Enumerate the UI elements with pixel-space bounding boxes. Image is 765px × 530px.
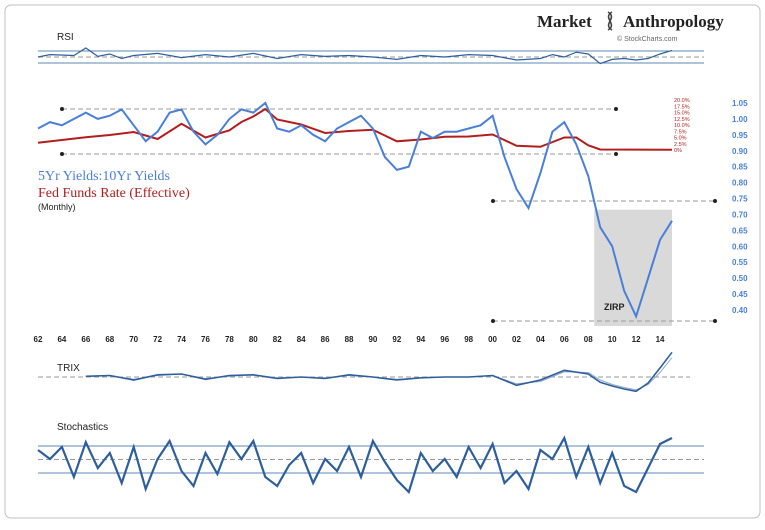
trix-line — [85, 351, 673, 393]
reference-end-dot — [491, 319, 495, 323]
x-tick-label: 96 — [440, 335, 449, 344]
y-tick-label-ratio: 0.75 — [732, 195, 748, 204]
y-tick-label-fedfunds: 2.5% — [674, 142, 687, 148]
y-tick-label-ratio: 0.55 — [732, 258, 748, 267]
x-tick-label: 66 — [81, 335, 90, 344]
x-tick-label: 70 — [129, 335, 138, 344]
x-tick-label: 06 — [560, 335, 569, 344]
fed-funds-line — [37, 107, 673, 151]
x-tick-label: 86 — [321, 335, 330, 344]
x-tick-label: 90 — [368, 335, 377, 344]
y-tick-label-fedfunds: 7.5% — [674, 129, 687, 135]
x-tick-label: 00 — [488, 335, 497, 344]
reference-end-dot — [713, 199, 717, 203]
x-tick-label: 78 — [225, 335, 234, 344]
reference-end-dot — [614, 152, 618, 156]
legend-ratio: 5Yr Yields:10Yr Yields — [38, 169, 170, 184]
brand-name-part1: Market — [537, 12, 592, 31]
x-tick-label: 02 — [512, 335, 521, 344]
x-tick-label: 74 — [177, 335, 186, 344]
y-tick-label-ratio: 0.85 — [732, 163, 748, 172]
y-tick-label-fedfunds: 10.0% — [674, 123, 690, 129]
x-tick-label: 62 — [34, 335, 43, 344]
x-tick-label: 80 — [249, 335, 258, 344]
helix-logo-icon — [607, 11, 613, 31]
y-tick-label-ratio: 0.80 — [732, 179, 748, 188]
x-tick-label: 82 — [273, 335, 282, 344]
stochastics-panel: Stochastics — [37, 422, 704, 495]
y-tick-label-ratio: 0.70 — [732, 210, 748, 219]
y-tick-label-ratio: 0.40 — [732, 306, 748, 315]
x-tick-label: 72 — [153, 335, 162, 344]
x-tick-label: 94 — [416, 335, 425, 344]
reference-end-dot — [491, 199, 495, 203]
x-tick-label: 76 — [201, 335, 210, 344]
x-tick-label: 88 — [345, 335, 354, 344]
zirp-shaded-region — [594, 209, 672, 326]
x-tick-label: 84 — [297, 335, 306, 344]
stochastics-title: Stochastics — [57, 422, 108, 433]
brand-name-part2: Anthropology — [623, 12, 724, 31]
x-tick-label: 64 — [57, 335, 66, 344]
rsi-line — [37, 47, 673, 65]
rsi-title: RSI — [57, 32, 74, 43]
x-tick-label: 04 — [536, 335, 545, 344]
y-tick-label-fedfunds: 5.0% — [674, 136, 687, 142]
y-tick-label-ratio: 0.95 — [732, 131, 748, 140]
x-tick-label: 92 — [392, 335, 401, 344]
stochastics-line — [37, 435, 673, 495]
zirp-annotation: ZIRP — [604, 302, 625, 312]
yield-ratio-line — [37, 101, 673, 320]
x-tick-label: 08 — [584, 335, 593, 344]
trix-panel: TRIX — [38, 351, 690, 393]
y-tick-label-ratio: 0.90 — [732, 147, 748, 156]
reference-end-dot — [60, 107, 64, 111]
y-tick-label-ratio: 1.00 — [732, 115, 748, 124]
y-tick-label-ratio: 0.45 — [732, 290, 748, 299]
x-tick-label: 14 — [656, 335, 665, 344]
legend-fedfunds: Fed Funds Rate (Effective) — [38, 186, 190, 201]
y-tick-label-ratio: 0.50 — [732, 274, 748, 283]
y-tick-label-fedfunds: 12.5% — [674, 117, 690, 123]
x-tick-label: 10 — [608, 335, 617, 344]
rsi-panel: RSI — [37, 32, 704, 65]
y-tick-label-fedfunds: 17.5% — [674, 104, 690, 110]
x-tick-label: 98 — [464, 335, 473, 344]
y-tick-label-ratio: 1.05 — [732, 99, 748, 108]
trix-title: TRIX — [57, 363, 80, 374]
x-tick-label: 12 — [632, 335, 641, 344]
source-credit: © StockCharts.com — [617, 35, 678, 43]
y-tick-label-fedfunds: 20.0% — [674, 98, 690, 104]
legend-monthly: (Monthly) — [38, 202, 76, 212]
reference-end-dot — [713, 319, 717, 323]
reference-end-dot — [614, 107, 618, 111]
reference-end-dot — [60, 152, 64, 156]
x-tick-label: 68 — [105, 335, 114, 344]
y-tick-label-ratio: 0.65 — [732, 226, 748, 235]
y-tick-label-fedfunds: 0% — [674, 148, 682, 154]
main-panel: ZIRP 5Yr Yields:10Yr Yields Fed Funds Ra… — [34, 98, 749, 344]
y-tick-label-ratio: 0.60 — [732, 242, 748, 251]
y-tick-label-fedfunds: 15.0% — [674, 111, 690, 117]
